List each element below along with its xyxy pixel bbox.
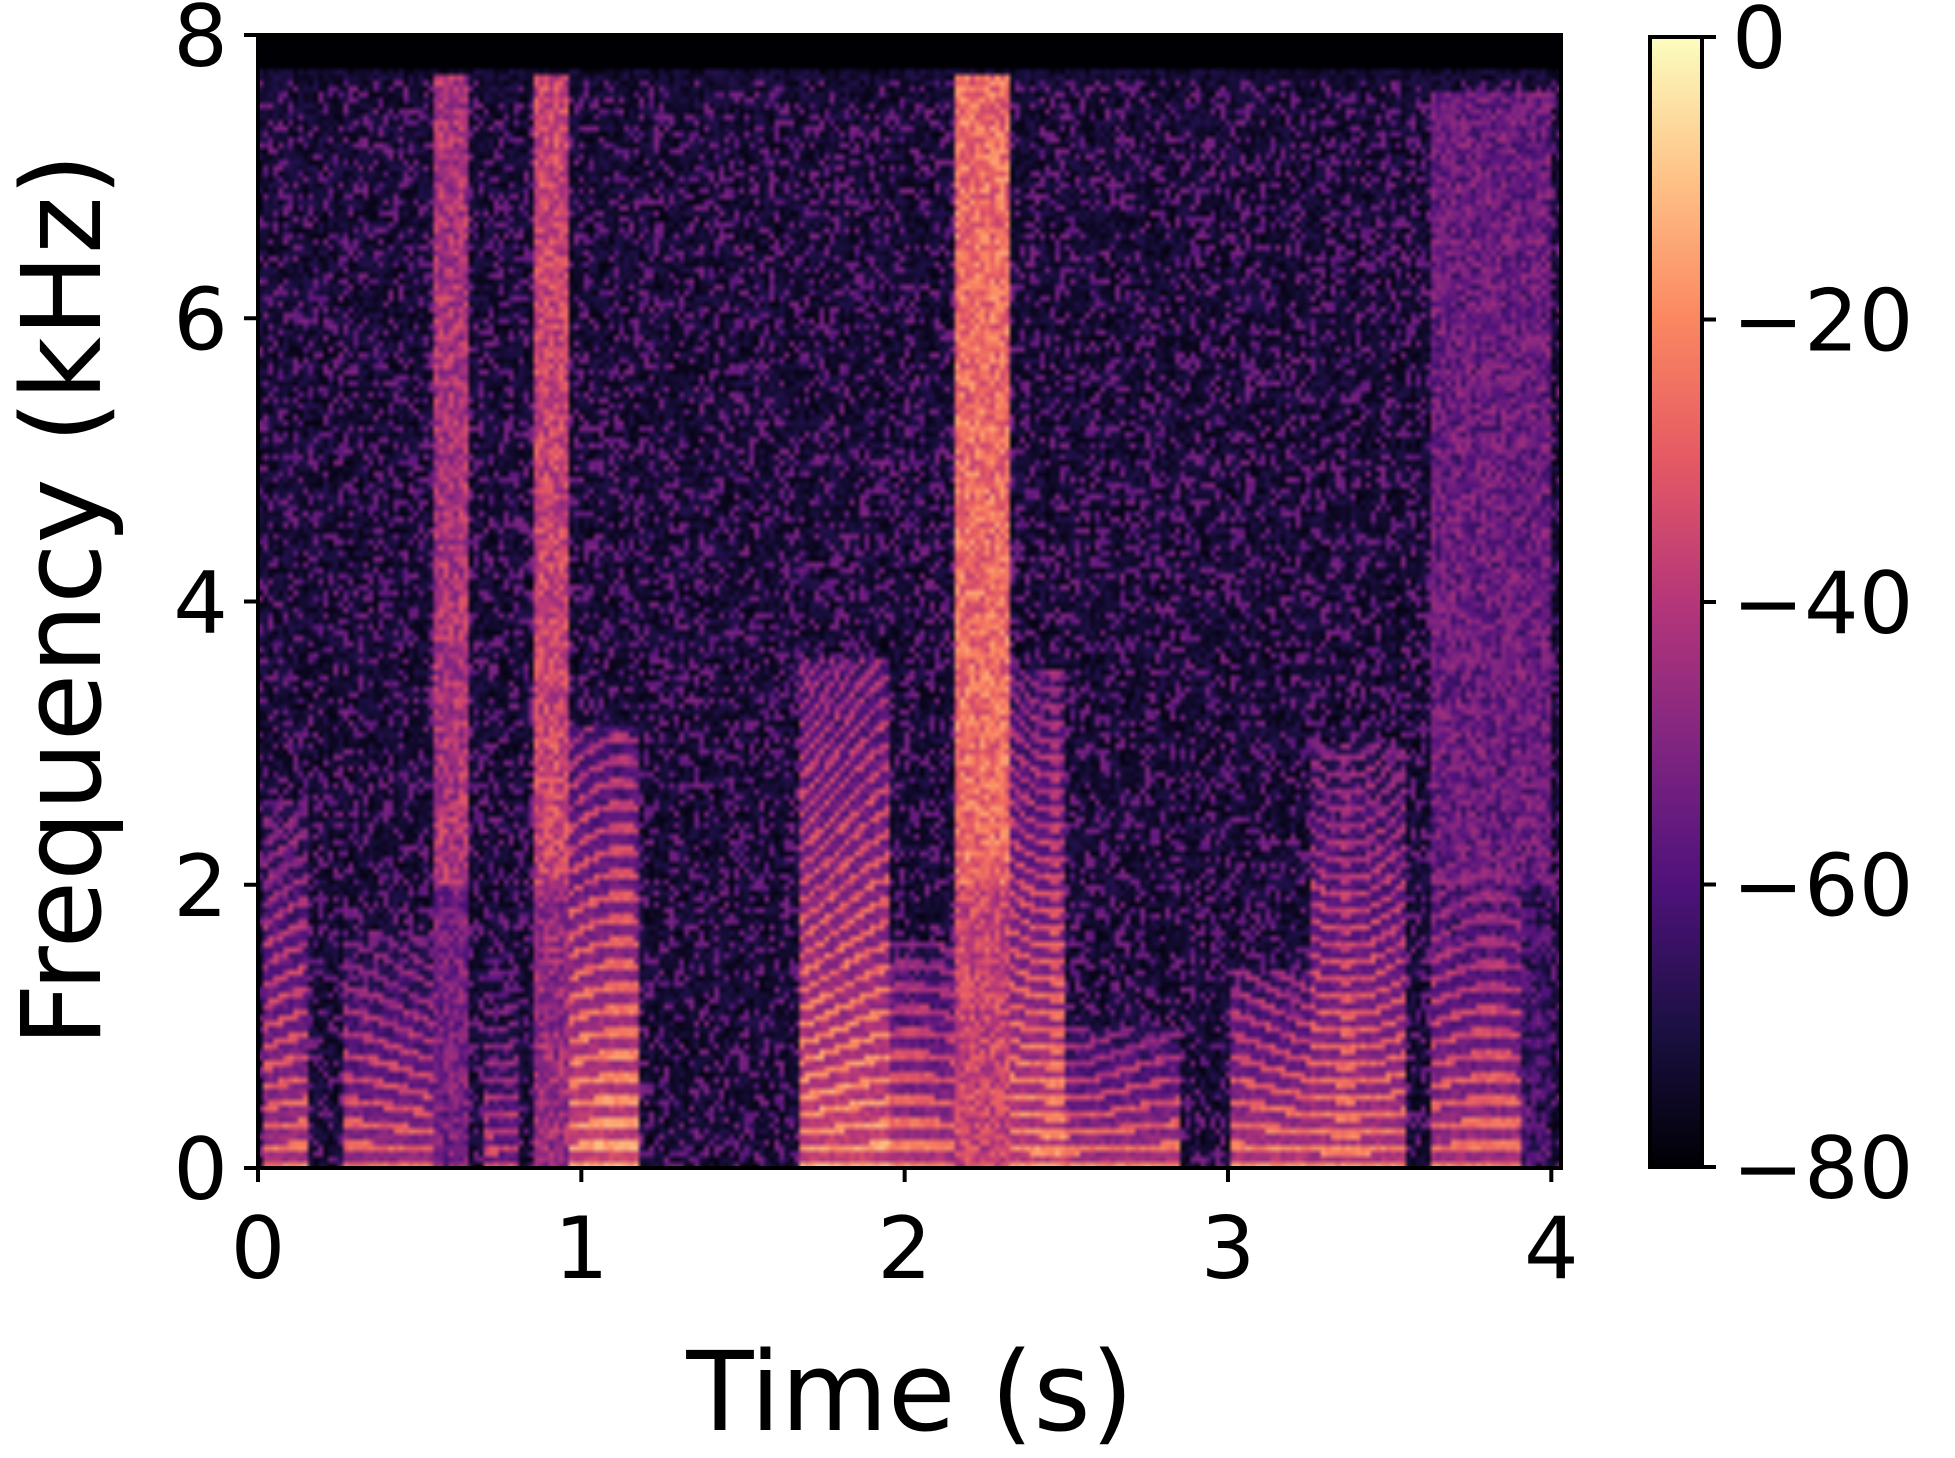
x-axis-ticks: 0 1 2 3 4: [231, 1168, 1579, 1299]
colorbar-tick-label: −80: [1732, 1119, 1914, 1219]
colorbar-tick-label: −20: [1732, 272, 1914, 372]
plot-area: [256, 33, 1563, 1170]
y-axis-ticks: 0 2 4 6 8: [173, 0, 258, 1220]
x-axis-label: Time (s): [685, 1328, 1133, 1456]
colorbar-ticks: 0 −20 −40 −60 −80: [1702, 0, 1914, 1219]
x-tick-label: 1: [554, 1199, 609, 1299]
colorbar: 0 −20 −40 −60 −80: [1648, 0, 1914, 1219]
colorbar-tick-label: −60: [1732, 837, 1914, 937]
x-tick-label: 4: [1524, 1199, 1579, 1299]
spectrogram-image: [258, 35, 1561, 1168]
x-tick-label: 2: [877, 1199, 932, 1299]
y-tick-label: 4: [173, 554, 228, 654]
x-tick-label: 3: [1201, 1199, 1256, 1299]
y-tick-label: 2: [173, 837, 228, 937]
colorbar-tick-label: 0: [1732, 0, 1787, 89]
y-axis-label: Frequency (kHz): [0, 153, 126, 1046]
x-tick-label: 0: [231, 1199, 286, 1299]
colorbar-fill: [1650, 37, 1702, 1167]
y-tick-label: 0: [173, 1120, 228, 1220]
y-tick-label: 8: [173, 0, 228, 87]
y-tick-label: 6: [173, 270, 228, 370]
colorbar-tick-label: −40: [1732, 554, 1914, 654]
